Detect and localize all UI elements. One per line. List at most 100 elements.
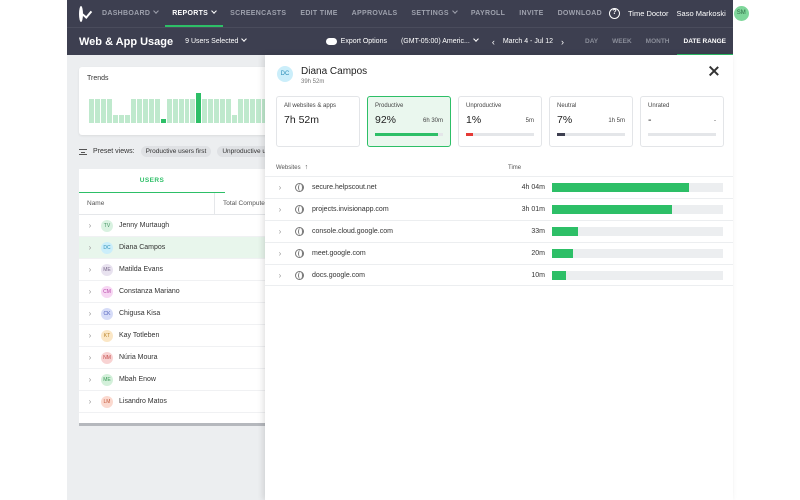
chevron-down-icon	[241, 36, 248, 42]
stat-card[interactable]: Productive 92% 6h 30m	[367, 96, 451, 147]
usage-bar	[552, 270, 723, 280]
avatar: CK	[101, 307, 113, 320]
table-row[interactable]: › NM Núria Moura	[79, 347, 269, 369]
nav-edit-time[interactable]: EDIT TIME	[300, 10, 338, 17]
trend-bar	[220, 99, 226, 123]
stat-card[interactable]: Neutral 7% 1h 5m	[549, 96, 633, 147]
stat-label: All websites & apps	[284, 103, 337, 109]
nav-download[interactable]: DOWNLOAD	[557, 10, 602, 17]
usage-bar	[552, 227, 723, 236]
preset-chip[interactable]: Productive users first	[140, 146, 212, 157]
trend-bar	[154, 99, 160, 123]
column-websites[interactable]: Websites	[276, 164, 301, 171]
trend-bar	[106, 99, 112, 123]
chevron-right-icon[interactable]: ›	[88, 375, 92, 384]
table-row[interactable]: › CM Constanza Mariano	[79, 281, 269, 303]
website-row[interactable]: › console.cloud.google.com 33m	[265, 220, 733, 242]
nav-dashboard[interactable]: DASHBOARD	[95, 0, 165, 27]
table-row[interactable]: › ME Matilda Evans	[79, 259, 269, 281]
user-avatar[interactable]: SM	[733, 6, 749, 21]
trend-bar	[226, 99, 232, 123]
help-icon[interactable]: ?	[608, 8, 620, 19]
column-total-computer[interactable]: Total Computer	[214, 192, 267, 215]
website-row[interactable]: › projects.invisionapp.com 3h 01m	[265, 198, 733, 220]
stat-card[interactable]: All websites & apps 7h 52m	[276, 96, 360, 147]
websites-list: › secure.helpscout.net 4h 04m › projects.inv…	[265, 176, 733, 286]
stat-duration: 6h 30m	[422, 118, 443, 124]
users-selector[interactable]: 9 Users Selected	[185, 36, 248, 45]
stat-duration: 5m	[525, 118, 534, 124]
time-doctor-logo-icon[interactable]	[79, 5, 83, 22]
user-name[interactable]: Saso Markoski	[676, 9, 726, 18]
tab-day[interactable]: DAY	[585, 37, 599, 45]
websites-table-header: Websites ↑ Time	[276, 159, 733, 176]
nav-reports[interactable]: REPORTS	[165, 0, 224, 27]
table-row[interactable]: › TV Jenny Murtaugh	[79, 215, 269, 237]
trends-title: Trends	[87, 75, 109, 82]
stat-card[interactable]: Unproductive 1% 5m	[458, 96, 542, 147]
nav-payroll[interactable]: PAYROLL	[470, 10, 506, 17]
trends-card: Trends	[79, 67, 279, 135]
nav-approvals[interactable]: APPROVALS	[351, 10, 398, 17]
company-name[interactable]: Time Doctor	[627, 9, 669, 18]
chevron-right-icon[interactable]: ›	[278, 205, 282, 214]
website-row[interactable]: › meet.google.com 20m	[265, 242, 733, 264]
website-time: 4h 04m	[521, 184, 545, 191]
stat-label: Unproductive	[466, 103, 502, 109]
stat-duration: -	[714, 118, 716, 124]
nav-settings[interactable]: SETTINGS	[404, 0, 463, 27]
website-name: projects.invisionapp.com	[312, 206, 389, 213]
nav-screencasts[interactable]: SCREENCASTS	[230, 10, 287, 17]
chevron-left-icon[interactable]: ‹	[491, 36, 495, 47]
tab-month[interactable]: MONTH	[645, 37, 670, 45]
preset-chip[interactable]: Unproductive use	[217, 146, 278, 157]
chevron-right-icon[interactable]: ›	[88, 353, 92, 362]
column-time[interactable]: Time	[508, 164, 522, 171]
globe-icon	[295, 270, 304, 280]
chevron-right-icon[interactable]: ›	[88, 265, 92, 274]
trend-bar	[202, 99, 208, 123]
globe-icon	[295, 205, 304, 214]
chevron-right-icon[interactable]: ›	[88, 309, 92, 318]
tab-users[interactable]: USERS	[79, 169, 225, 193]
trend-bar	[214, 99, 220, 123]
website-row[interactable]: › docs.google.com 10m	[265, 264, 733, 286]
sort-arrow-up-icon[interactable]: ↑	[304, 164, 309, 171]
chevron-right-icon[interactable]: ›	[278, 183, 282, 192]
chevron-down-icon	[472, 36, 479, 42]
stat-value: -	[648, 114, 652, 126]
column-name[interactable]: Name	[87, 200, 105, 207]
chevron-right-icon[interactable]: ›	[88, 331, 92, 340]
user-name: Matilda Evans	[119, 266, 163, 273]
table-row[interactable]: › ME Mbah Enow	[79, 369, 269, 391]
chevron-right-icon[interactable]: ›	[88, 397, 92, 406]
chevron-right-icon[interactable]: ›	[278, 249, 282, 258]
chevron-right-icon[interactable]: ›	[278, 270, 282, 280]
table-row[interactable]: › DC Diana Campos	[79, 237, 269, 259]
nav-invite[interactable]: INVITE	[519, 10, 544, 17]
user-name: Diana Campos	[119, 244, 166, 251]
chevron-right-icon[interactable]: ›	[278, 227, 282, 236]
export-options-button[interactable]: Export Options	[325, 38, 387, 45]
chevron-right-icon[interactable]: ›	[88, 221, 92, 230]
chevron-right-icon[interactable]: ›	[88, 243, 92, 252]
chevron-right-icon[interactable]: ›	[561, 36, 565, 47]
stat-progress-fill	[557, 133, 566, 136]
close-icon[interactable]	[709, 66, 719, 76]
table-row[interactable]: › LM Lisandro Matos	[79, 391, 269, 413]
table-row[interactable]: › CK Chigusa Kisa	[79, 303, 269, 325]
user-name: Mbah Enow	[119, 376, 156, 383]
tab-week[interactable]: WEEK	[612, 37, 632, 45]
stat-value: 92%	[375, 114, 397, 126]
stat-card[interactable]: Unrated - -	[640, 96, 724, 147]
tab-date-range[interactable]: DATE RANGE	[676, 28, 733, 56]
trend-bar	[172, 99, 178, 123]
trend-bar	[118, 115, 124, 123]
stat-progress	[648, 133, 716, 136]
chevron-right-icon[interactable]: ›	[88, 287, 92, 296]
timezone-selector[interactable]: (GMT-05:00) Americ...	[401, 36, 479, 45]
date-range-label[interactable]: March 4 - Jul 12	[502, 38, 554, 45]
website-row[interactable]: › secure.helpscout.net 4h 04m	[265, 176, 733, 198]
usage-bar-fill	[552, 249, 573, 258]
table-row[interactable]: › KT Kay Totleben	[79, 325, 269, 347]
